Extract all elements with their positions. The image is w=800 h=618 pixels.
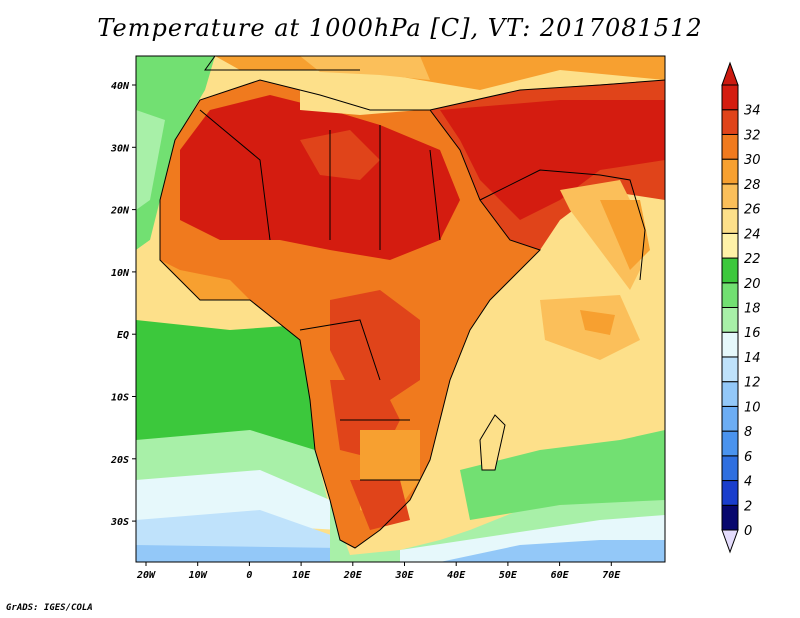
lat-tick-label: 20S: [110, 455, 129, 466]
lat-tick-label: 20N: [110, 206, 130, 217]
lon-tick-label: 0: [246, 570, 252, 581]
colorbar-box: [721, 405, 739, 432]
colorbar-box: [721, 356, 739, 383]
colorbar-box: [721, 381, 739, 407]
colorbar-label: 12: [744, 376, 761, 391]
colorbar-box: [721, 480, 739, 506]
colorbar-label: 0: [744, 524, 752, 539]
colorbar-box: [721, 208, 739, 234]
colorbar-box: [721, 232, 739, 259]
lat-tick-label: 30N: [110, 143, 130, 154]
lon-tick-label: 50E: [499, 570, 518, 581]
lon-tick-label: 10W: [189, 570, 208, 581]
lat-tick-label: EQ: [117, 330, 129, 341]
map-frame: [135, 55, 666, 563]
colorbar-label: 6: [744, 450, 752, 465]
lat-tick-label: 40N: [111, 81, 130, 92]
colorbar-label: 8: [744, 425, 752, 440]
colorbar-box: [721, 307, 739, 333]
colorbar-box: [721, 183, 739, 210]
colorbar-box: [721, 257, 739, 284]
longitude-axis: 20W 10W 0 10E 20E 30E 40E 50E 60E 70E: [136, 562, 621, 581]
colorbar-box: [721, 331, 739, 358]
lon-tick-label: 30E: [394, 570, 414, 581]
colorbar-label: 18: [744, 302, 761, 317]
lon-tick-label: 70E: [602, 570, 621, 581]
lon-tick-label: 40E: [447, 570, 466, 581]
colorbar-box: [721, 84, 739, 111]
lat-tick-label: 10S: [111, 393, 129, 404]
coastlines: [159, 56, 665, 549]
colorbar-label: 20: [744, 277, 761, 292]
colorbar-label: 22: [744, 252, 761, 267]
colorbar-label: 14: [744, 351, 761, 366]
colorbar-box: [721, 282, 739, 308]
colorbar-label: 26: [744, 203, 761, 218]
lon-tick-label: 60E: [551, 570, 570, 581]
lat-tick-label: 30S: [110, 517, 129, 528]
lon-tick-label: 10E: [292, 570, 311, 581]
colorbar-box: [721, 455, 739, 482]
lon-tick-label: 20E: [343, 570, 363, 581]
lon-tick-label: 20W: [136, 570, 156, 581]
colorbar-box: [721, 133, 739, 160]
colorbar-label: 4: [744, 475, 752, 490]
colorbar-label: 10: [744, 400, 761, 415]
lat-tick-label: 10N: [111, 268, 130, 279]
colorbar-label: 32: [744, 128, 761, 143]
colorbar-label: 34: [744, 104, 761, 119]
colorbar-box: [721, 504, 739, 531]
colorbar-box: [721, 158, 739, 185]
latitude-axis: 40N 30N 20N 10N EQ 10S 20S 30S: [110, 81, 136, 528]
colorbar-label: 24: [744, 227, 761, 242]
credit-text: GrADS: IGES/COLA: [6, 603, 93, 613]
colorbar-label: 16: [744, 326, 761, 341]
colorbar-label: 30: [744, 153, 761, 168]
temperature-field: [136, 56, 665, 562]
map-title: Temperature at 1000hPa [C], VT: 20170815…: [97, 14, 703, 42]
colorbar-box: [721, 109, 739, 135]
colorbar-under-arrow: [721, 529, 739, 554]
colorbar-label: 28: [744, 178, 761, 193]
colorbar-label: 2: [744, 499, 752, 514]
colorbar-over-arrow: [721, 61, 739, 86]
colorbar-box: [721, 430, 739, 457]
